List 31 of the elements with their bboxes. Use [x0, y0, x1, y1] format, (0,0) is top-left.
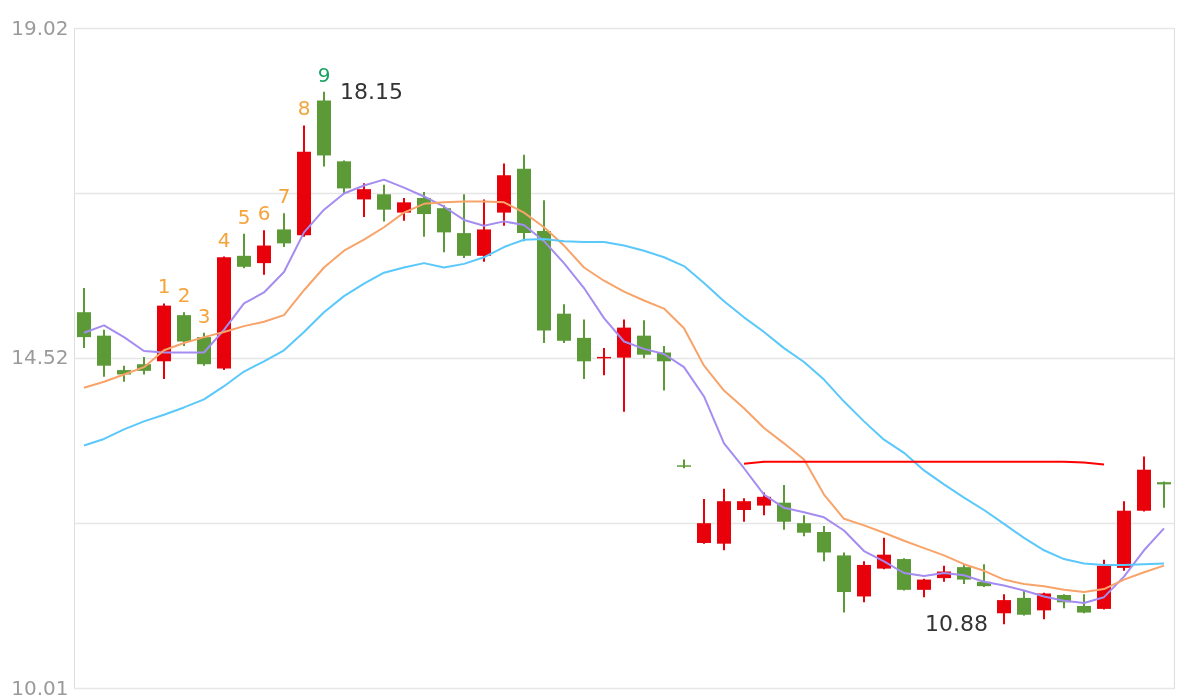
candlestick: [697, 498, 711, 545]
candlestick: [737, 497, 751, 523]
candlestick: [797, 514, 811, 538]
candlestick: [817, 525, 831, 563]
candlestick: [257, 229, 271, 276]
candlestick: [357, 182, 371, 218]
text: 5: [237, 204, 251, 229]
annotation: 10.88: [925, 611, 988, 637]
text: 7: [277, 184, 291, 209]
candlestick: [1157, 480, 1171, 509]
candlestick: [577, 318, 591, 380]
y-tick-label: 14.52: [11, 345, 69, 370]
y-tick-label: 19.02: [11, 15, 69, 40]
candlestick: [377, 183, 391, 223]
y-tick-label: 10.01: [11, 675, 69, 697]
text: 9: [317, 62, 331, 87]
candlestick: [397, 196, 411, 222]
text: 8: [297, 96, 311, 121]
text: 3: [197, 303, 211, 328]
annotation: 18.15: [340, 78, 403, 104]
text: 1: [157, 274, 171, 299]
text: 4: [217, 227, 231, 252]
candlestick: [757, 491, 771, 517]
candlestick: [237, 232, 251, 270]
text: 2: [177, 283, 191, 308]
candlestick: [997, 593, 1011, 626]
text: 6: [257, 201, 271, 226]
candlestick: [277, 212, 291, 249]
candlestick: [457, 193, 471, 260]
candlestick: [1017, 589, 1031, 617]
candlestick: [917, 577, 931, 599]
